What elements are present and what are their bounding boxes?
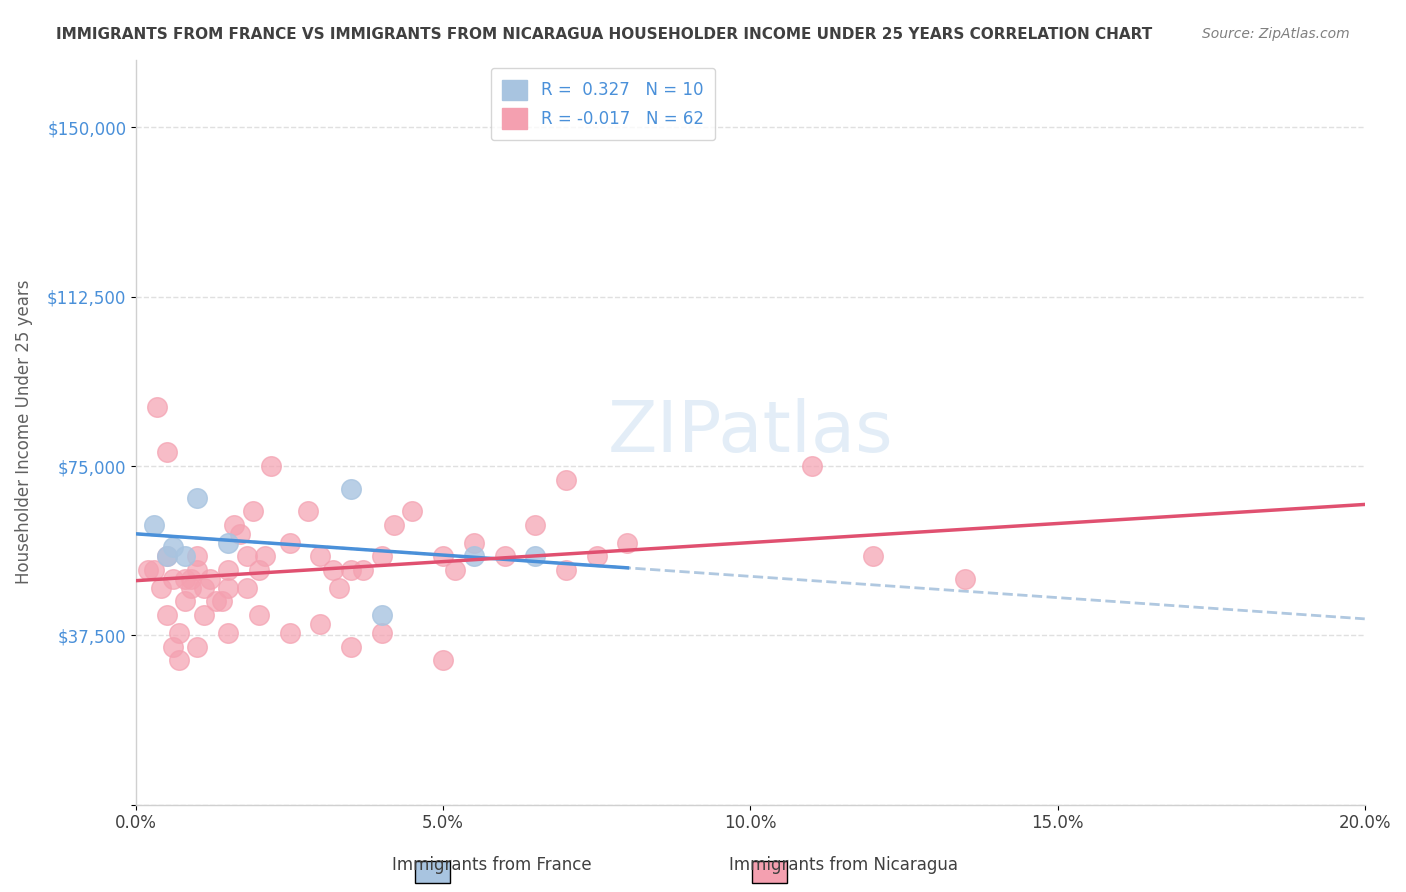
Point (352, 563, 374, 577)
Legend: R =  0.327   N = 10, R = -0.017   N = 62: R = 0.327 N = 10, R = -0.017 N = 62 (491, 68, 716, 140)
Point (180, 572, 202, 586)
Point (253, 549, 276, 564)
Point (149, 581, 172, 595)
Point (186, 549, 208, 564)
Point (156, 549, 179, 564)
Text: ZIPatlas: ZIPatlas (607, 398, 893, 467)
Point (463, 535, 485, 549)
Point (143, 563, 166, 577)
Text: Immigrants from Nicaragua: Immigrants from Nicaragua (730, 856, 957, 874)
Point (193, 607, 215, 622)
Point (180, 581, 202, 595)
Point (162, 640, 184, 654)
Point (143, 517, 166, 532)
Point (224, 517, 246, 532)
Point (211, 594, 233, 608)
Point (156, 445, 179, 459)
Point (297, 504, 319, 518)
Point (229, 526, 252, 541)
Point (167, 653, 190, 667)
Point (382, 517, 405, 532)
Point (309, 617, 332, 632)
Point (862, 549, 884, 564)
Point (322, 563, 344, 577)
Point (328, 581, 350, 595)
Point (278, 626, 301, 640)
Point (401, 504, 423, 518)
Point (371, 626, 394, 640)
Point (162, 541, 184, 555)
Point (247, 563, 270, 577)
Point (136, 563, 159, 577)
Point (585, 549, 607, 564)
Point (235, 581, 257, 595)
Point (146, 401, 169, 415)
Point (217, 581, 239, 595)
Point (247, 607, 270, 622)
Point (217, 626, 239, 640)
Text: IMMIGRANTS FROM FRANCE VS IMMIGRANTS FROM NICARAGUA HOUSEHOLDER INCOME UNDER 25 : IMMIGRANTS FROM FRANCE VS IMMIGRANTS FRO… (56, 27, 1153, 42)
Point (186, 491, 208, 505)
Point (432, 653, 454, 667)
Y-axis label: Householder Income Under 25 years: Householder Income Under 25 years (15, 280, 32, 584)
Point (174, 549, 197, 564)
Point (555, 473, 578, 487)
Point (156, 549, 179, 564)
Point (955, 572, 977, 586)
Point (555, 563, 578, 577)
Text: Source: ZipAtlas.com: Source: ZipAtlas.com (1202, 27, 1350, 41)
Point (174, 572, 197, 586)
Point (235, 549, 257, 564)
Point (217, 563, 239, 577)
Point (616, 535, 638, 549)
Point (371, 549, 394, 564)
Point (162, 572, 184, 586)
Point (156, 607, 179, 622)
Point (340, 482, 363, 496)
Point (205, 594, 228, 608)
Point (186, 640, 208, 654)
Point (167, 626, 190, 640)
Point (444, 563, 467, 577)
Point (242, 504, 264, 518)
Point (463, 549, 485, 564)
Point (260, 458, 283, 473)
Point (800, 458, 823, 473)
Point (371, 607, 394, 622)
Point (432, 549, 454, 564)
Point (193, 581, 215, 595)
Point (340, 640, 363, 654)
Point (174, 594, 197, 608)
Point (198, 572, 221, 586)
Point (340, 563, 363, 577)
Point (524, 517, 547, 532)
Text: Immigrants from France: Immigrants from France (392, 856, 592, 874)
Point (494, 549, 516, 564)
Point (278, 535, 301, 549)
Point (309, 549, 332, 564)
Point (186, 563, 208, 577)
Point (524, 549, 547, 564)
Point (217, 535, 239, 549)
